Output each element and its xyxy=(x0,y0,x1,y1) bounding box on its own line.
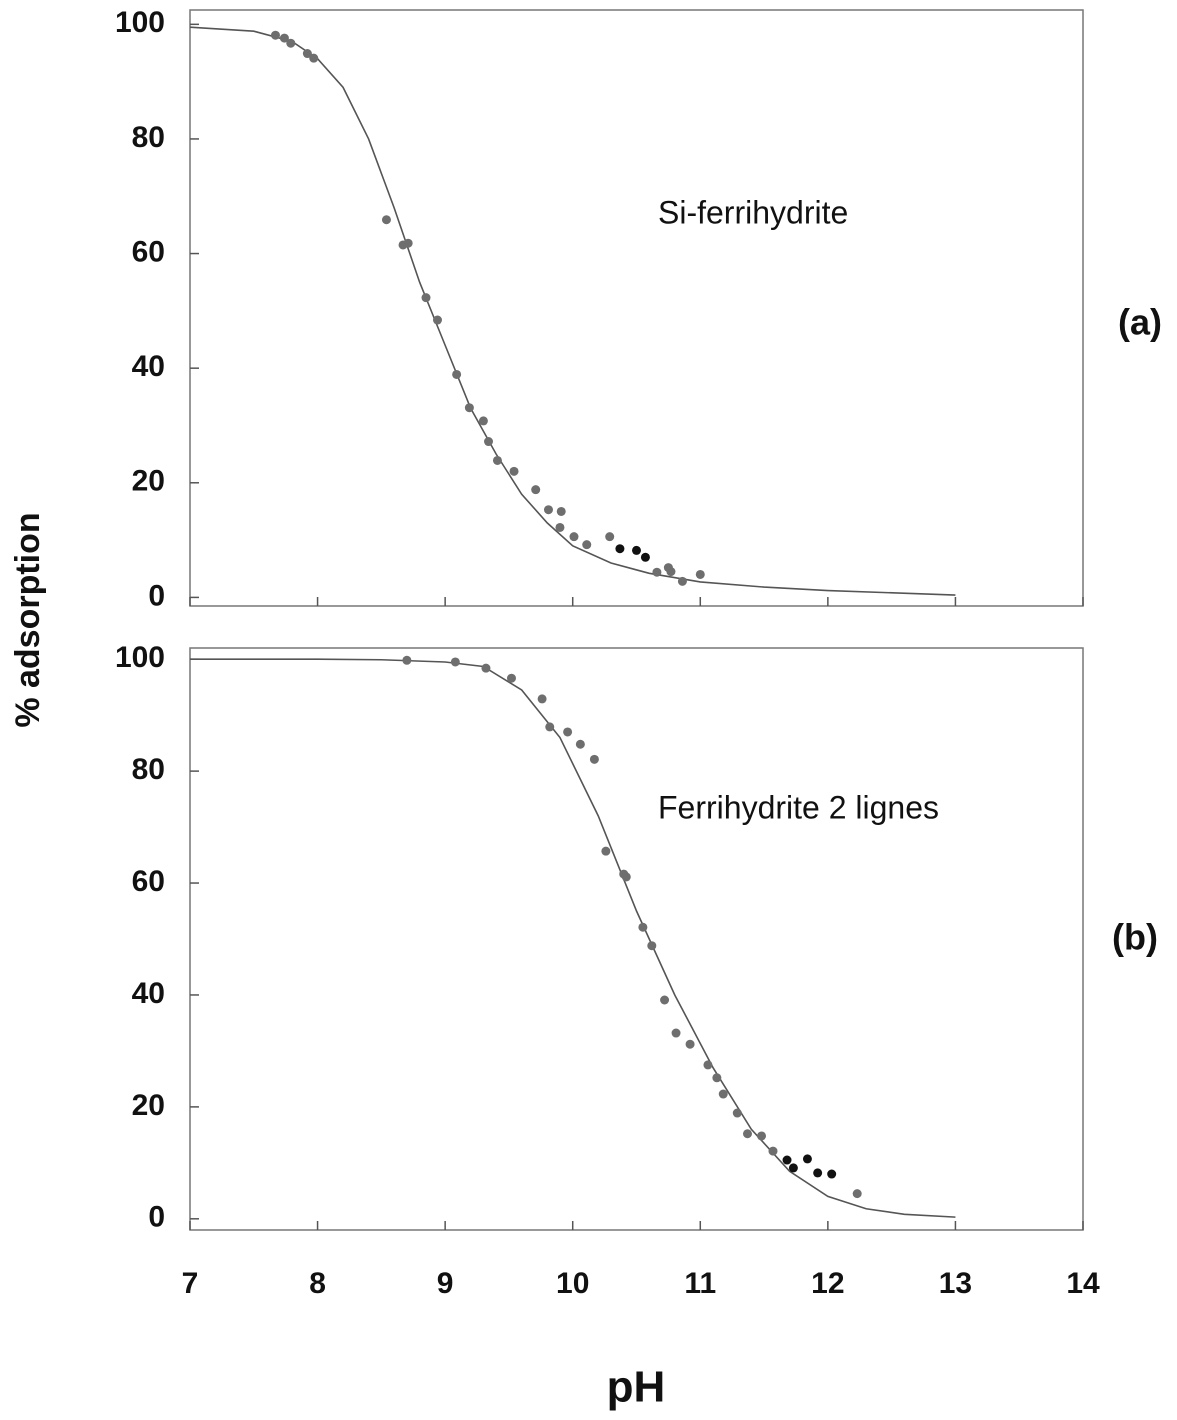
data-point xyxy=(421,293,431,303)
data-point xyxy=(652,567,662,577)
data-point xyxy=(695,569,705,579)
data-point xyxy=(601,846,611,856)
x-tick-label: 11 xyxy=(684,1267,716,1300)
x-tick-label: 8 xyxy=(309,1267,326,1300)
y-tick-label: 100 xyxy=(115,641,165,674)
data-point xyxy=(757,1131,767,1141)
data-point xyxy=(732,1108,742,1118)
x-tick-label: 12 xyxy=(811,1267,844,1300)
data-point xyxy=(685,1039,695,1049)
data-point xyxy=(452,369,462,379)
x-axis-label: pH xyxy=(607,1363,666,1412)
data-point xyxy=(279,33,289,43)
annotation: Ferrihydrite 2 lignes xyxy=(658,789,939,825)
data-point xyxy=(615,544,625,554)
data-point xyxy=(827,1169,837,1179)
data-point xyxy=(286,38,296,48)
data-point xyxy=(589,754,599,764)
data-point xyxy=(605,532,615,542)
data-point xyxy=(575,739,585,749)
data-point xyxy=(788,1163,798,1173)
y-tick-label: 80 xyxy=(132,121,165,154)
data-point xyxy=(638,922,648,932)
data-point xyxy=(802,1154,812,1164)
data-point xyxy=(712,1073,722,1083)
data-point xyxy=(381,215,391,225)
y-tick-label: 40 xyxy=(132,350,165,383)
y-axis-label: % adsorption xyxy=(9,512,47,727)
data-point xyxy=(782,1155,792,1165)
y-tick-label: 40 xyxy=(132,977,165,1010)
annotation: Si-ferrihydrite xyxy=(658,194,848,230)
data-point xyxy=(478,416,488,426)
data-point xyxy=(718,1089,728,1099)
x-tick-label: 14 xyxy=(1066,1267,1100,1300)
y-tick-label: 20 xyxy=(132,1089,165,1122)
data-point xyxy=(270,30,280,40)
data-point xyxy=(484,437,494,447)
data-point xyxy=(432,315,442,325)
x-tick-label: 7 xyxy=(182,1267,199,1300)
data-point xyxy=(640,552,650,562)
y-tick-label: 80 xyxy=(132,753,165,786)
data-point xyxy=(677,576,687,586)
data-point xyxy=(582,540,592,550)
data-point xyxy=(666,567,676,577)
data-point xyxy=(632,545,641,555)
data-point xyxy=(450,657,460,667)
panel-label: (a) xyxy=(1118,302,1162,343)
plot-frame xyxy=(189,647,1084,1231)
data-point xyxy=(563,727,573,737)
fit-curve xyxy=(189,26,956,596)
y-tick-label: 0 xyxy=(148,579,165,612)
data-point xyxy=(556,506,566,516)
data-point xyxy=(543,505,553,515)
x-tick-label: 10 xyxy=(556,1267,589,1300)
y-tick-label: 60 xyxy=(132,865,165,898)
data-point xyxy=(402,655,412,665)
y-tick-label: 100 xyxy=(115,6,165,39)
x-tick-label: 9 xyxy=(437,1267,454,1300)
data-point xyxy=(569,532,579,542)
data-point xyxy=(302,49,312,59)
y-tick-label: 20 xyxy=(132,465,165,498)
fit-curve xyxy=(190,658,956,1218)
data-point xyxy=(621,872,631,882)
data-point xyxy=(647,941,657,951)
data-point xyxy=(671,1028,681,1038)
data-point xyxy=(492,455,502,465)
plot-frame xyxy=(189,9,1084,607)
data-point xyxy=(537,694,547,704)
data-point xyxy=(742,1129,752,1139)
data-point xyxy=(403,238,413,248)
data-point xyxy=(531,485,541,495)
y-tick-label: 60 xyxy=(132,235,165,268)
y-tick-label: 0 xyxy=(148,1201,165,1234)
data-point xyxy=(813,1168,823,1178)
data-point xyxy=(768,1146,778,1156)
panel-label: (b) xyxy=(1112,917,1158,958)
data-point xyxy=(555,522,565,532)
data-point xyxy=(545,722,555,732)
data-point xyxy=(660,995,670,1005)
data-point xyxy=(464,403,474,413)
data-point xyxy=(509,466,519,476)
data-point xyxy=(852,1189,862,1199)
data-point xyxy=(481,663,491,673)
data-point xyxy=(309,53,319,63)
data-point xyxy=(506,673,516,683)
x-tick-label: 13 xyxy=(939,1267,972,1300)
data-point xyxy=(703,1060,713,1070)
